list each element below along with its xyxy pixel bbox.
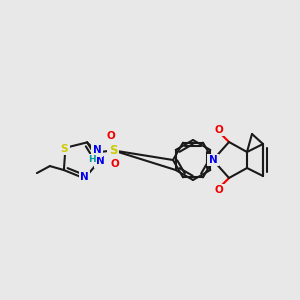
Text: O: O: [214, 125, 224, 135]
Text: N: N: [93, 146, 101, 155]
Text: S: S: [61, 144, 68, 154]
Text: O: O: [107, 131, 116, 141]
Text: O: O: [214, 185, 224, 195]
Text: O: O: [111, 159, 119, 170]
Text: S: S: [109, 144, 117, 157]
Text: N: N: [208, 155, 217, 165]
Text: N: N: [96, 156, 104, 166]
Text: N: N: [80, 172, 89, 182]
Text: H: H: [88, 155, 96, 164]
